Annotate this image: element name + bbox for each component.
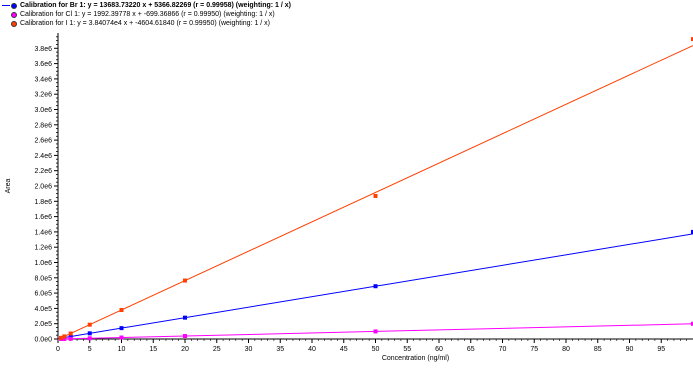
selected-series-line-icon (2, 5, 10, 6)
x-tick-label: 20 (181, 346, 189, 353)
series-marker-icon (11, 11, 17, 18)
x-tick-label: 10 (118, 346, 126, 353)
legend-entry-br[interactable]: Calibration for Br 1: y = 13683.73220 x … (2, 1, 291, 10)
y-tick-label: 3.2e6 (34, 92, 52, 99)
legend: Calibration for Br 1: y = 13683.73220 x … (2, 1, 291, 28)
y-tick-label: 1.0e6 (34, 260, 52, 267)
series-marker-icon (11, 2, 17, 9)
y-tick-label: 2.0e6 (34, 184, 52, 191)
y-tick-label: 2.6e6 (34, 138, 52, 145)
y-tick-label: 6.0e5 (34, 291, 52, 298)
data-point-series-1 (119, 335, 124, 340)
x-tick-label: 70 (499, 346, 507, 353)
legend-label-cl: Calibration for Cl 1: y = 1992.39778 x +… (20, 11, 275, 18)
data-point-series-0 (183, 315, 187, 320)
data-point-series-1 (691, 321, 693, 326)
x-tick-label: 75 (530, 346, 538, 353)
legend-label-br: Calibration for Br 1: y = 13683.73220 x … (20, 2, 291, 9)
x-tick-label: 55 (403, 346, 411, 353)
data-point-series-2 (68, 331, 73, 336)
x-tick-label: 80 (562, 346, 570, 353)
x-tick-label: 5 (88, 346, 92, 353)
data-point-series-2 (183, 278, 187, 283)
data-point-series-1 (87, 336, 92, 341)
y-tick-label: 2.0e5 (34, 321, 52, 328)
x-tick-label: 65 (467, 346, 475, 353)
data-point-series-2 (119, 308, 124, 313)
data-point-series-2 (691, 37, 693, 42)
legend-entry-cl[interactable]: Calibration for Cl 1: y = 1992.39778 x +… (2, 10, 291, 19)
x-tick-label: 60 (435, 346, 443, 353)
y-tick-label: 1.8e6 (34, 199, 52, 206)
legend-entry-i[interactable]: Calibration for I 1: y = 3.84074e4 x + -… (2, 19, 291, 28)
data-point-series-0 (691, 229, 693, 234)
data-point-series-0 (87, 331, 92, 336)
y-tick-label: 0.0e0 (34, 337, 52, 344)
data-point-series-2 (87, 322, 92, 327)
data-point-series-1 (373, 329, 378, 334)
x-axis-label: Concentration (ng/ml) (382, 355, 449, 362)
data-point-series-0 (68, 334, 73, 339)
y-tick-label: 8.0e5 (34, 275, 52, 282)
data-point-series-1 (183, 334, 187, 339)
data-point-series-2 (59, 335, 64, 340)
fit-line-series-2 (57, 45, 693, 340)
y-tick-label: 2.2e6 (34, 168, 52, 175)
x-tick-label: 40 (308, 346, 316, 353)
y-tick-label: 4.0e5 (34, 306, 52, 313)
data-point-series-0 (373, 284, 378, 289)
series-marker-icon (11, 20, 17, 27)
data-point-series-2 (62, 334, 67, 339)
data-point-series-1 (68, 336, 73, 341)
x-tick-label: 15 (149, 346, 157, 353)
data-point-series-0 (119, 326, 124, 331)
x-tick-label: 25 (213, 346, 221, 353)
y-tick-label: 2.4e6 (34, 153, 52, 160)
x-tick-label: 30 (245, 346, 253, 353)
y-tick-label: 3.6e6 (34, 61, 52, 68)
y-tick-label: 3.8e6 (34, 46, 52, 53)
data-point-series-1 (62, 336, 67, 341)
y-tick-label: 2.8e6 (34, 122, 52, 129)
y-tick-label: 3.0e6 (34, 107, 52, 114)
x-tick-label: 85 (594, 346, 602, 353)
y-tick-label: 1.2e6 (34, 245, 52, 252)
data-point-series-2 (373, 193, 378, 198)
y-tick-label: 1.4e6 (34, 229, 52, 236)
x-tick-label: 95 (657, 346, 665, 353)
x-tick-label: 45 (340, 346, 348, 353)
x-tick-label: 90 (626, 346, 634, 353)
x-tick-label: 35 (276, 346, 284, 353)
y-axis-label: Area (5, 179, 12, 194)
x-tick-label: 50 (372, 346, 380, 353)
legend-label-i: Calibration for I 1: y = 3.84074e4 x + -… (20, 20, 271, 27)
y-tick-label: 1.6e6 (34, 214, 52, 221)
y-tick-label: 3.4e6 (34, 76, 52, 83)
x-tick-label: 0 (56, 346, 60, 353)
